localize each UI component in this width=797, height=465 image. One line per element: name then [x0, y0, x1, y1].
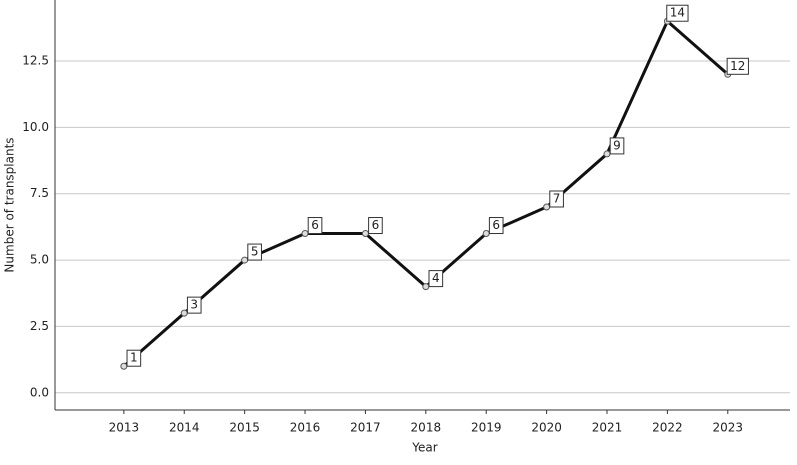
data-label-box [428, 270, 444, 288]
x-tick-label: 2021 [592, 421, 623, 435]
data-label: 6 [492, 218, 500, 232]
x-tick-label: 2013 [109, 421, 140, 435]
data-label-box [307, 217, 323, 235]
data-label-box [726, 57, 749, 75]
data-label-box [126, 349, 142, 367]
x-tick-label: 2022 [652, 421, 683, 435]
point [361, 230, 369, 238]
point [422, 283, 430, 291]
x-tick-label: 2023 [713, 421, 744, 435]
point [482, 230, 490, 238]
data-label: 6 [311, 218, 319, 232]
point [301, 230, 309, 238]
data-label-box [368, 217, 383, 235]
point [543, 203, 551, 211]
x-tick-label: 2014 [169, 421, 200, 435]
y-tick-label: 0.0 [30, 385, 49, 399]
point [603, 150, 611, 158]
data-label: 14 [670, 6, 685, 20]
y-tick-label: 5.0 [30, 253, 49, 267]
data-label: 6 [372, 218, 380, 232]
data-label: 7 [553, 191, 561, 205]
data-label: 4 [432, 271, 440, 285]
point [180, 309, 188, 317]
data-label-box [549, 190, 564, 208]
y-tick-label: 12.5 [22, 54, 49, 68]
x-tick-label: 2018 [411, 421, 442, 435]
x-tick-label: 2020 [531, 421, 562, 435]
point [120, 362, 128, 370]
x-tick-label: 2015 [229, 421, 260, 435]
data-label: 9 [613, 138, 621, 152]
x-tick-label: 2019 [471, 421, 502, 435]
y-tick-label: 10.0 [22, 120, 49, 134]
data-label-box [609, 137, 625, 155]
data-label: 3 [190, 298, 198, 312]
data-label: 5 [251, 245, 259, 259]
x-tick-label: 2017 [350, 421, 381, 435]
data-label-box [488, 217, 504, 235]
data-label: 12 [730, 59, 745, 73]
y-axis-label: Number of transplants [3, 137, 17, 272]
point [241, 256, 249, 264]
y-tick-label: 2.5 [30, 319, 49, 333]
data-label-box [247, 243, 262, 261]
x-tick-label: 2016 [290, 421, 321, 435]
data-label-box [186, 296, 202, 314]
data-label-box [666, 4, 689, 22]
x-axis-label: Year [411, 441, 437, 455]
data-label: 1 [130, 351, 138, 365]
y-tick-label: 7.5 [30, 186, 49, 200]
